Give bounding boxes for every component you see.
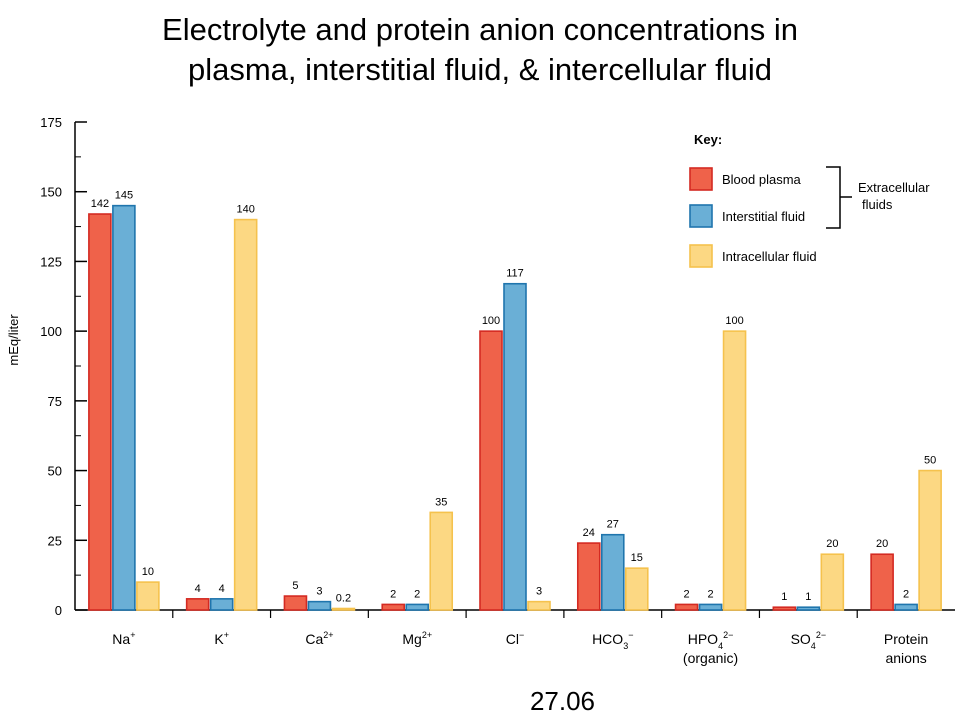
bar-blood-plasma [185,598,210,611]
data-label-intracellular-fluid: 35 [435,496,447,508]
data-label-interstitial-fluid: 2 [707,588,713,600]
bar-interstitial-fluid [796,606,821,611]
y-tick-label: 50 [48,464,62,479]
data-labels-layer: 142 145 10 4 4 140 5 3 0.2 2 2 35 100 117 3 24 27 15 2 2 100… [91,190,937,605]
bar-interstitial-fluid [698,603,723,611]
legend: Key: Blood plasma Interstitial fluid Intrac… [689,132,930,268]
y-tick-label: 75 [48,394,62,409]
bar-interstitial-fluid [112,204,136,611]
legend-label-intracellular-fluid: Intracellular fluid [722,249,817,264]
bar-intracellular-fluid [820,553,845,611]
data-label-intracellular-fluid: 3 [536,586,542,598]
bar-blood-plasma [674,603,699,611]
chart-title-line-2: plasma, interstitial fluid, & intercellu… [187,52,773,87]
bar-blood-plasma [870,553,894,611]
data-label-blood-plasma: 1 [781,591,787,603]
data-label-intracellular-fluid: 140 [236,204,254,216]
x-tick-label: K+ [214,630,229,647]
bar-interstitial-fluid [894,603,918,611]
y-tick-label: 175 [40,115,62,130]
legend-label-interstitial-fluid: Interstitial fluid [722,209,805,224]
data-label-interstitial-fluid: 1 [805,591,811,603]
bar-intracellular-fluid [918,469,942,611]
bar-intracellular-fluid [624,567,649,611]
bar-blood-plasma [772,606,797,611]
x-tick-label: Mg2+ [402,630,432,647]
bar-blood-plasma [88,213,112,611]
data-label-intracellular-fluid: 100 [725,315,743,327]
data-label-blood-plasma: 2 [390,588,396,600]
data-label-intracellular-fluid: 20 [826,538,838,550]
y-tick-label: 100 [40,324,62,339]
legend-label-blood-plasma: Blood plasma [722,172,802,187]
data-label-interstitial-fluid: 117 [506,268,524,280]
data-label-blood-plasma: 5 [292,580,298,592]
x-tick-labels-layer: Na+ K+ Ca2+ Mg2+ Cl− HCO3− HPO42−(organic) SO42… [112,630,928,666]
chart-title: Electrolyte and protein anion concentrat… [0,10,960,90]
bar-intracellular-fluid [233,218,258,611]
bar-intracellular-fluid [429,511,454,611]
data-label-interstitial-fluid: 2 [903,588,909,600]
x-tick-label-line-2: (organic) [683,650,738,666]
y-tick-label: 0 [55,603,62,618]
legend-bracket [826,166,852,229]
data-label-interstitial-fluid: 27 [607,519,619,531]
bar-intracellular-fluid [722,330,747,611]
data-label-blood-plasma: 100 [482,315,500,327]
bar-intracellular-fluid [331,607,356,611]
data-label-blood-plasma: 4 [195,583,201,595]
bar-interstitial-fluid [503,282,527,611]
data-label-intracellular-fluid: 10 [142,566,154,578]
legend-group-label: fluids [862,197,893,212]
data-label-interstitial-fluid: 145 [115,190,133,202]
data-label-blood-plasma: 20 [876,538,888,550]
bar-blood-plasma [479,330,503,611]
x-tick-label: Protein [884,631,928,647]
data-label-intracellular-fluid: 15 [631,552,643,564]
bar-blood-plasma [381,603,406,611]
legend-swatch-blood-plasma [689,167,713,191]
bar-intracellular-fluid [136,581,160,611]
legend-heading: Key: [694,132,722,147]
data-label-interstitial-fluid: 3 [316,586,322,598]
legend-swatch-interstitial-fluid [689,204,713,228]
x-tick-label: SO42− [791,630,827,651]
data-label-intracellular-fluid: 50 [924,455,936,467]
data-label-blood-plasma: 2 [683,588,689,600]
legend-swatch-intracellular-fluid [689,244,713,268]
bar-interstitial-fluid [600,533,625,611]
y-tick-label: 150 [40,185,62,200]
y-axis-label: mEq/liter [6,314,21,366]
x-tick-label: Na+ [112,630,135,647]
x-tick-label: Ca2+ [305,630,333,647]
data-label-interstitial-fluid: 4 [219,583,225,595]
data-label-intracellular-fluid: 0.2 [336,593,351,605]
legend-group-label: Extracellular [858,180,930,195]
y-tick-label: 25 [48,533,62,548]
figure-number: 27.06 [529,686,596,716]
bar-interstitial-fluid [307,600,332,611]
y-tick-label: 125 [40,254,62,269]
bars-layer [88,204,942,611]
bar-intracellular-fluid [527,600,551,611]
data-label-interstitial-fluid: 2 [414,588,420,600]
bar-blood-plasma [576,542,601,611]
bar-blood-plasma [283,595,308,611]
data-label-blood-plasma: 24 [583,527,595,539]
x-tick-label: HPO42− [688,630,734,651]
x-tick-label: Cl− [506,630,525,647]
bar-interstitial-fluid [209,598,234,611]
bar-interstitial-fluid [405,603,430,611]
data-label-blood-plasma: 142 [91,198,109,210]
x-tick-label-line-2: anions [885,650,926,666]
x-tick-label: HCO3− [592,630,633,651]
chart-title-line-1: Electrolyte and protein anion concentrat… [162,12,798,47]
